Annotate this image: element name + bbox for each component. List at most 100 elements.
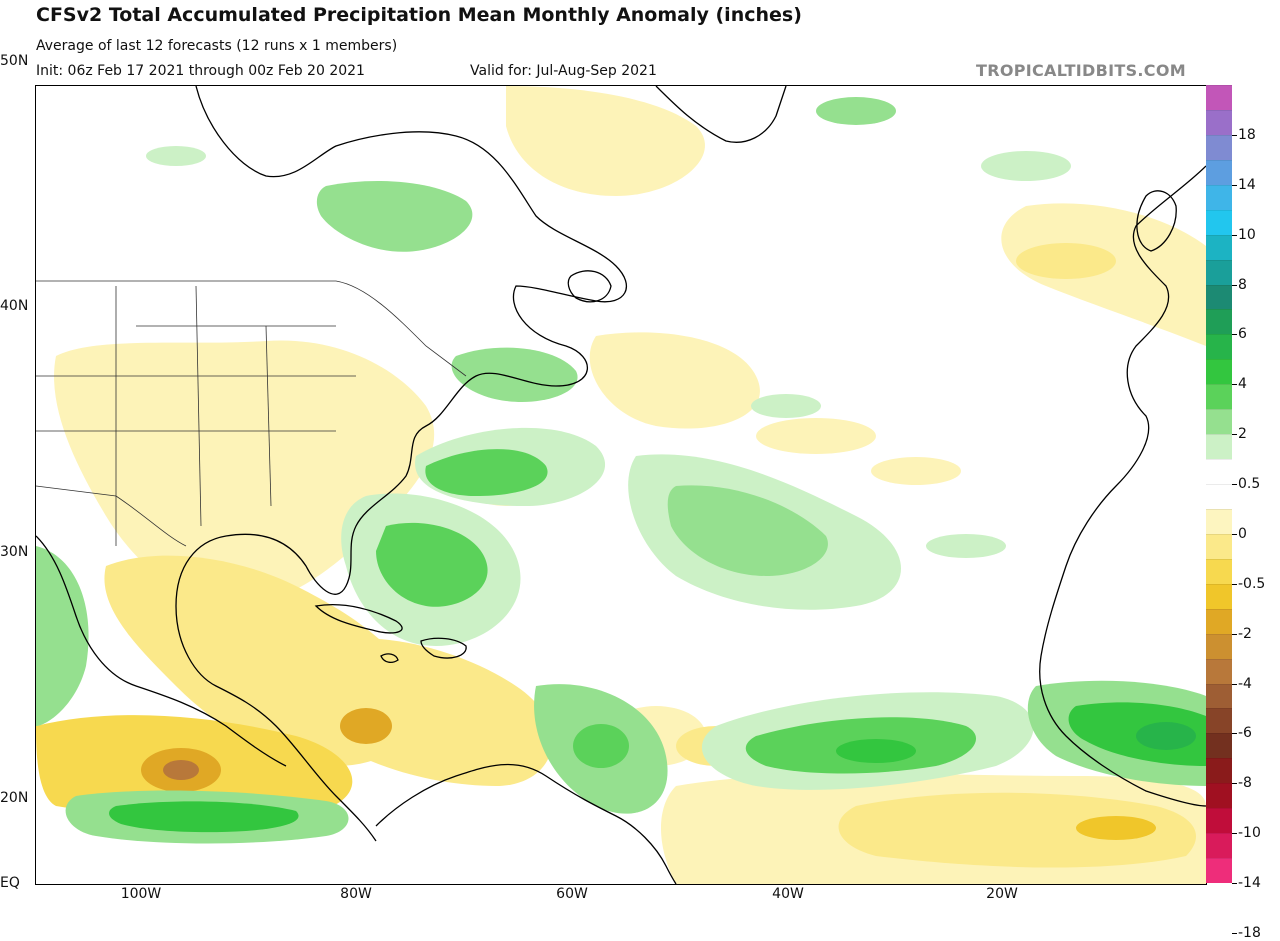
color-scale-tick (1232, 783, 1237, 785)
color-scale-cell (1206, 833, 1232, 859)
chart-title: CFSv2 Total Accumulated Precipitation Me… (36, 4, 802, 26)
dry-anomaly-core (1076, 816, 1156, 840)
color-scale-cell (1206, 708, 1232, 734)
lon-label-40w: 40W (772, 886, 804, 902)
color-scale-tick (1232, 484, 1237, 485)
us-mexico-border (36, 485, 187, 547)
lat-label-50n: 50N (0, 53, 29, 69)
color-scale-label: 6 (1238, 326, 1247, 343)
color-scale-tick (1232, 932, 1237, 934)
dry-anomaly-region (506, 86, 705, 196)
wet-anomaly-region (926, 534, 1006, 558)
site-credit: TROPICALTIDBITS.COM (976, 61, 1186, 80)
color-scale-cell (1206, 85, 1232, 110)
dry-anomaly-region (756, 418, 876, 454)
color-scale-tick (1232, 334, 1237, 336)
color-scale-bar (1206, 85, 1232, 884)
wet-anomaly-region (667, 485, 828, 576)
dry-anomaly-region (292, 638, 553, 786)
wet-anomaly-region (36, 546, 89, 726)
color-scale-label: -6 (1238, 725, 1252, 742)
color-scale-tick (1232, 683, 1237, 685)
color-scale-cell (1206, 209, 1232, 235)
color-scale-cell (1206, 533, 1232, 559)
color-scale-label: 2 (1238, 426, 1247, 443)
wet-anomaly-core (836, 739, 916, 763)
color-scale-cell (1206, 608, 1232, 634)
jamaica-coastline (380, 653, 399, 663)
color-scale-cell (1206, 109, 1232, 135)
color-scale-cell (1206, 733, 1232, 759)
color-scale-cell (1206, 284, 1232, 310)
wet-anomaly-region (981, 151, 1071, 181)
color-scale-label: -10 (1238, 825, 1261, 842)
lon-label-20w: 20W (986, 886, 1018, 902)
dry-anomaly-region (871, 457, 961, 485)
color-scale-cell (1206, 334, 1232, 360)
dry-anomaly-region (1016, 243, 1116, 279)
valid-period-label: Valid for: Jul-Aug-Sep 2021 (470, 63, 657, 79)
color-scale-tick (1232, 384, 1237, 386)
color-scale-cell (1206, 683, 1232, 709)
lat-label-20n: 20N (0, 790, 29, 806)
dry-anomaly-region (589, 332, 760, 429)
color-scale-cell (1206, 459, 1232, 485)
newfoundland-coastline (567, 270, 612, 303)
color-scale-tick (1232, 733, 1237, 735)
color-scale-cell (1206, 409, 1232, 435)
init-time-label: Init: 06z Feb 17 2021 through 00z Feb 20… (36, 63, 365, 79)
color-scale-cell (1206, 508, 1232, 534)
dry-anomaly-core (340, 708, 392, 744)
color-scale-label: 8 (1238, 276, 1247, 293)
wet-anomaly-core (1136, 722, 1196, 750)
color-scale-cell (1206, 858, 1232, 884)
color-scale-cell (1206, 234, 1232, 260)
color-scale-cell (1206, 783, 1232, 809)
color-scale-cell (1206, 359, 1232, 385)
color-scale-label: -4 (1238, 675, 1252, 692)
chart-subtitle: Average of last 12 forecasts (12 runs x … (36, 38, 398, 54)
mexico-west-coastline (36, 535, 287, 767)
wet-anomaly-region (109, 801, 299, 833)
wet-anomaly-core (573, 724, 629, 768)
coastline-layer (36, 86, 1206, 884)
color-scale-tick (1232, 284, 1237, 286)
color-scale-label: 0.5 (1238, 476, 1261, 492)
wet-anomaly-region (425, 449, 548, 496)
color-scale-cell (1206, 309, 1232, 335)
lat-label-40n: 40N (0, 298, 29, 314)
state-border-line (265, 325, 272, 507)
color-scale-cell (1206, 434, 1232, 460)
wet-anomaly-region (816, 97, 896, 125)
north-america-coastline (175, 86, 627, 842)
color-scale-cell (1206, 159, 1232, 185)
lat-label-30n: 30N (0, 544, 29, 560)
south-america-coastline (375, 763, 677, 884)
color-scale-cell (1206, 134, 1232, 160)
color-scale-cell (1206, 558, 1232, 584)
lon-label-60w: 60W (556, 886, 588, 902)
wet-anomaly-region (376, 522, 488, 607)
color-scale-cell (1206, 658, 1232, 684)
us-canada-border (36, 280, 467, 377)
color-scale-cell (1206, 184, 1232, 210)
color-scale-label: -0.5 (1238, 575, 1266, 592)
color-scale-label: -8 (1238, 775, 1252, 792)
dry-anomaly-region (838, 792, 1196, 868)
wet-anomaly-region (146, 146, 206, 166)
color-scale-tick (1232, 583, 1237, 585)
color-scale-label: 4 (1238, 376, 1247, 393)
border-layer (36, 280, 467, 547)
wet-anomaly-region (751, 394, 821, 418)
dry-anomaly-core (163, 760, 199, 780)
color-scale-cell (1206, 583, 1232, 609)
britain-coastline (1136, 190, 1177, 252)
lat-label-eq: EQ (0, 875, 20, 891)
color-scale-label: 14 (1238, 176, 1256, 193)
color-scale-label: -2 (1238, 625, 1252, 642)
color-scale-cell (1206, 758, 1232, 784)
hispaniola-coastline (420, 637, 467, 659)
color-scale-tick (1232, 434, 1237, 436)
color-scale-cell (1206, 808, 1232, 834)
color-scale-cell (1206, 633, 1232, 659)
